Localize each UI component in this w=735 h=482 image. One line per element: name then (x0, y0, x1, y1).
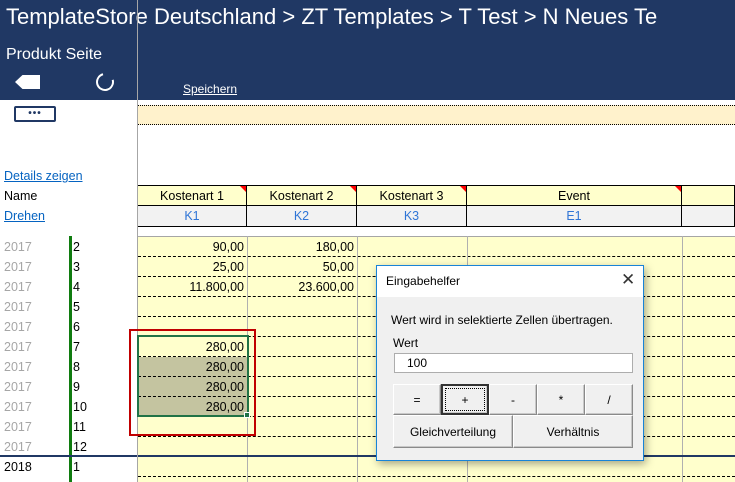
k2-cell[interactable]: 23.600,00 (298, 280, 354, 294)
dialog-title: Eingabehelfer (386, 274, 461, 288)
minus-button[interactable]: - (489, 384, 537, 415)
column-code (682, 206, 735, 227)
column-code: K2 (247, 206, 357, 227)
details-link[interactable]: Details zeigen (4, 169, 83, 183)
highlight-box (129, 329, 256, 436)
input-strip (138, 105, 735, 125)
comment-indicator-icon (675, 186, 681, 192)
year-cell: 2017 (4, 400, 32, 414)
k2-cell[interactable]: 50,00 (322, 260, 354, 274)
name-label: Name (4, 189, 38, 203)
value-input[interactable] (394, 353, 633, 373)
equals-button[interactable]: = (393, 384, 441, 415)
year-cell: 2017 (4, 340, 32, 354)
table-row: 2018 1 (0, 457, 735, 477)
value-label: Wert (393, 336, 419, 350)
table-row: 2017 2 90,00 180,00 (0, 237, 735, 257)
close-icon[interactable]: ✕ (621, 270, 636, 289)
k1-cell[interactable]: 280,00 (205, 340, 244, 354)
frozen-pane-divider (137, 0, 138, 482)
year-cell: 2017 (4, 320, 32, 334)
save-link[interactable]: Speichern (183, 82, 238, 96)
breadcrumb-title: TemplateStore Deutschland > ZT Templates… (6, 4, 658, 29)
year-cell: 2017 (4, 360, 32, 374)
cell-selection[interactable] (137, 335, 249, 417)
dialog-message: Wert wird in selektierte Zellen übertrag… (391, 313, 613, 327)
year-cell: 2017 (4, 240, 32, 254)
header-bar (0, 0, 735, 100)
more-button[interactable]: ••• (14, 106, 56, 122)
year-divider (0, 455, 735, 457)
column-header[interactable]: Kostenart 3 (357, 185, 467, 206)
column-header[interactable]: Kostenart 1 (138, 185, 247, 206)
dialog-titlebar (377, 266, 643, 297)
year-cell: 2017 (4, 260, 32, 274)
year-cell: 2017 (4, 420, 32, 434)
comment-indicator-icon (460, 186, 466, 192)
input-helper-dialog: Eingabehelfer ✕ Wert wird in selektierte… (376, 265, 644, 461)
comment-indicator-icon (240, 186, 246, 192)
month-cell: 11 (73, 420, 86, 434)
column-gridline (357, 236, 358, 482)
k1-cell[interactable]: 90,00 (212, 240, 244, 254)
column-header[interactable]: Event (467, 185, 682, 206)
k1-cell[interactable]: 280,00 (205, 400, 244, 414)
month-cell: 12 (73, 440, 87, 454)
column-header[interactable] (682, 185, 735, 206)
month-cell: 7 (73, 340, 80, 354)
row-dotted-line (138, 256, 735, 257)
month-cell: 2 (73, 240, 80, 254)
back-arrow-icon[interactable] (15, 75, 40, 89)
plus-button[interactable]: + (441, 384, 489, 415)
table-row: 2017 12 (0, 437, 735, 457)
year-cell: 2017 (4, 280, 32, 294)
k1-cell[interactable]: 280,00 (205, 360, 244, 374)
column-gridline (682, 236, 683, 482)
month-cell: 6 (73, 320, 80, 334)
page-subtitle: Produkt Seite (6, 46, 103, 63)
k2-cell[interactable]: 180,00 (315, 240, 354, 254)
column-header[interactable]: Kostenart 2 (247, 185, 357, 206)
k1-cell[interactable]: 25,00 (212, 260, 244, 274)
distribute-button[interactable]: Gleichverteilung (393, 415, 513, 448)
comment-indicator-icon (350, 186, 356, 192)
fill-handle[interactable] (244, 412, 250, 418)
k1-cell[interactable]: 11.800,00 (189, 280, 244, 294)
month-cell: 5 (73, 300, 80, 314)
month-cell: 10 (73, 400, 87, 414)
column-code: E1 (467, 206, 682, 227)
month-cell: 4 (73, 280, 80, 294)
month-cell: 1 (73, 460, 80, 474)
year-cell: 2017 (4, 380, 32, 394)
selection-shade (139, 357, 247, 416)
column-code: K1 (138, 206, 247, 227)
ratio-button[interactable]: Verhältnis (513, 415, 633, 448)
multiply-button[interactable]: * (537, 384, 585, 415)
year-cell: 2017 (4, 440, 32, 454)
year-cell: 2017 (4, 300, 32, 314)
month-cell: 8 (73, 360, 80, 374)
month-cell: 3 (73, 260, 80, 274)
month-cell: 9 (73, 380, 80, 394)
row-dotted-line (138, 476, 735, 477)
month-divider (69, 236, 72, 482)
divide-button[interactable]: / (585, 384, 633, 415)
year-cell: 2018 (4, 460, 32, 474)
k1-cell[interactable]: 280,00 (205, 380, 244, 394)
column-code: K3 (357, 206, 467, 227)
rotate-link[interactable]: Drehen (4, 209, 45, 223)
